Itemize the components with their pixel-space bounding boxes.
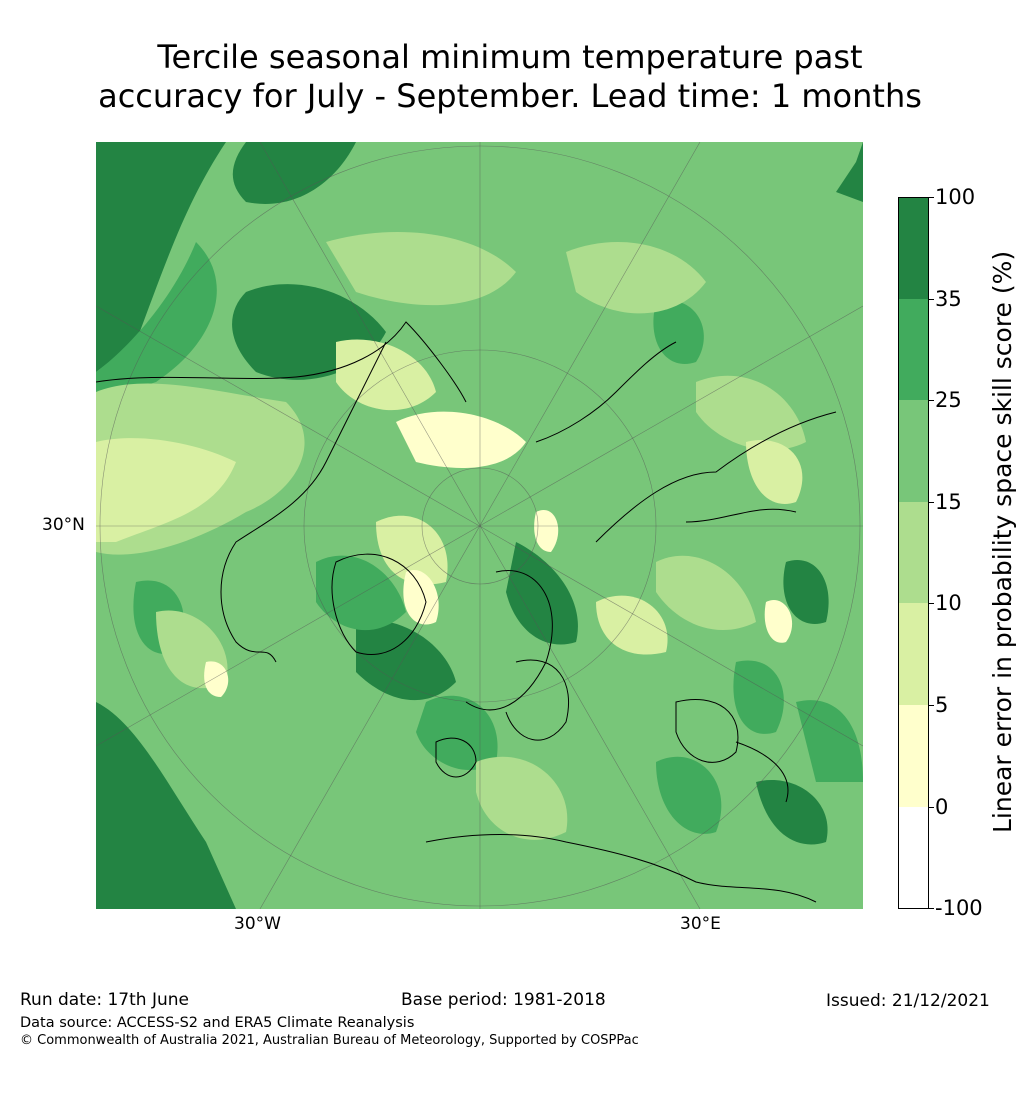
graticule bbox=[96, 142, 863, 909]
colorbar-tick bbox=[929, 197, 934, 198]
copyright: © Commonwealth of Australia 2021, Austra… bbox=[20, 1033, 639, 1048]
colorbar-segment bbox=[898, 603, 929, 705]
coastlines bbox=[96, 321, 837, 903]
colorbar-tick bbox=[929, 908, 934, 909]
colorbar-tick-label: 10 bbox=[935, 591, 962, 615]
data-source: Data source: ACCESS-S2 and ERA5 Climate … bbox=[20, 1015, 415, 1031]
colorbar-tick-label: -100 bbox=[935, 896, 983, 920]
colorbar-tick bbox=[929, 299, 934, 300]
colorbar-segment bbox=[898, 705, 929, 807]
base-period: Base period: 1981-2018 bbox=[401, 990, 606, 1010]
colorbar-title: Linear error in probability space skill … bbox=[988, 250, 1017, 833]
colorbar-tick-label: 100 bbox=[935, 185, 976, 209]
colorbar bbox=[898, 197, 929, 909]
colorbar-segment bbox=[898, 400, 929, 502]
high-skill-regions bbox=[96, 142, 863, 909]
colorbar-tick bbox=[929, 807, 934, 808]
polar-skill-map bbox=[96, 142, 863, 909]
title-line-2: accuracy for July - September. Lead time… bbox=[98, 77, 922, 115]
colorbar-tick-label: 15 bbox=[935, 490, 962, 514]
title-line-1: Tercile seasonal minimum temperature pas… bbox=[157, 38, 863, 76]
issued-date: Issued: 21/12/2021 bbox=[826, 991, 990, 1011]
colorbar-tick-label: 25 bbox=[935, 388, 962, 412]
colorbar-tick bbox=[929, 705, 934, 706]
colorbar-tick bbox=[929, 400, 934, 401]
colorbar-segment bbox=[898, 502, 929, 603]
chart-title: Tercile seasonal minimum temperature pas… bbox=[0, 38, 1020, 116]
colorbar-segment bbox=[898, 197, 929, 300]
near-zero-skill-regions bbox=[204, 411, 793, 697]
colorbar-tick bbox=[929, 603, 934, 604]
longitude-label-30w: 30°W bbox=[234, 914, 281, 934]
colorbar-tick bbox=[929, 502, 934, 503]
colorbar-segment bbox=[898, 299, 929, 400]
colorbar-segment bbox=[898, 807, 929, 909]
run-date: Run date: 17th June bbox=[20, 990, 189, 1010]
longitude-label-30e: 30°E bbox=[680, 914, 721, 934]
colorbar-tick-label: 0 bbox=[935, 795, 949, 819]
colorbar-tick-label: 35 bbox=[935, 287, 962, 311]
colorbar-tick-label: 5 bbox=[935, 693, 949, 717]
latitude-label-30n: 30°N bbox=[42, 515, 85, 535]
